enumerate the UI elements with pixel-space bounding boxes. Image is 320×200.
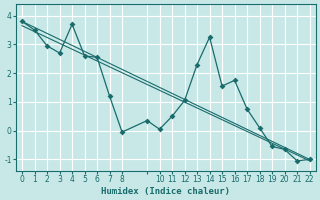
X-axis label: Humidex (Indice chaleur): Humidex (Indice chaleur) bbox=[101, 187, 230, 196]
